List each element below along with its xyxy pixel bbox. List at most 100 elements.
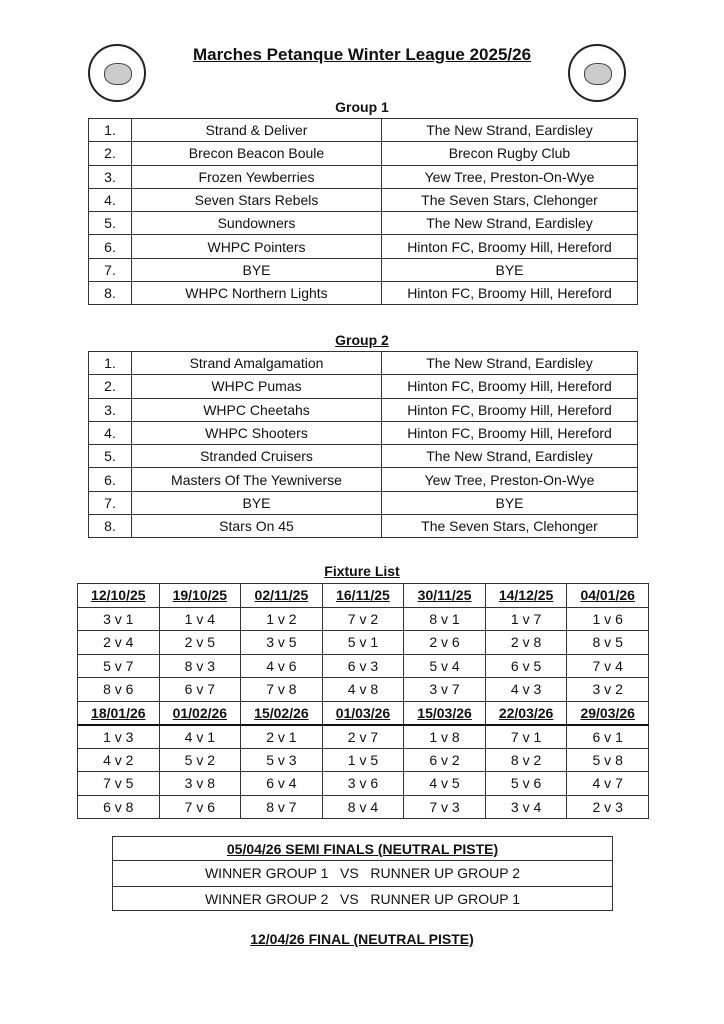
group2-table: 1. Strand Amalgamation The New Strand, Ear… (88, 350, 638, 539)
fixture-match: 7 v 8 (240, 677, 323, 702)
team-name: Strand & Deliver (131, 117, 382, 143)
fixture-date-row: 18/01/26 01/02/26 15/02/26 01/03/26 15/03/26… (77, 700, 649, 726)
fixture-match: 5 v 7 (77, 653, 160, 678)
fixture-date: 15/02/26 (240, 700, 323, 726)
fixture-match: 6 v 2 (403, 747, 486, 772)
fixture-match: 6 v 1 (566, 724, 649, 749)
fixture-match: 5 v 3 (240, 747, 323, 772)
team-number: 2. (88, 141, 132, 166)
fixture-date: 01/02/26 (158, 700, 242, 726)
fixture-list-heading: Fixture List (324, 563, 400, 579)
team-row: 4. WHPC Shooters Hinton FC, Broomy Hill, H… (88, 420, 638, 446)
dog-face-icon (104, 63, 132, 85)
team-row: 6. Masters Of The Yewniverse Yew Tree, Pre… (88, 467, 638, 492)
fixture-match: 3 v 6 (321, 771, 405, 796)
fixture-table: 12/10/25 19/10/25 02/11/25 16/11/25 30/11/25… (77, 583, 649, 819)
fixture-match: 8 v 5 (566, 630, 649, 655)
team-number: 3. (88, 397, 132, 422)
team-venue: Hinton FC, Broomy Hill, Hereford (381, 234, 638, 259)
team-venue: The Seven Stars, Clehonger (381, 187, 638, 213)
fixture-date: 29/03/26 (566, 700, 649, 726)
team-row: 8. Stars On 45 The Seven Stars, Clehonger (88, 514, 638, 539)
team-number: 4. (88, 187, 132, 213)
dog-face-icon (584, 63, 612, 85)
team-row: 2. Brecon Beacon Boule Brecon Rugby Club (88, 141, 638, 166)
team-venue: Hinton FC, Broomy Hill, Hereford (381, 397, 638, 422)
fixture-match: 2 v 4 (77, 630, 160, 655)
team-row: 2. WHPC Pumas Hinton FC, Broomy Hill, Here… (88, 374, 638, 399)
fixture-match: 7 v 2 (321, 606, 405, 631)
team-venue: BYE (381, 257, 638, 283)
team-venue: The New Strand, Eardisley (381, 444, 638, 469)
fixture-match: 8 v 4 (321, 794, 405, 819)
fixture-match: 4 v 3 (484, 677, 568, 702)
fixture-match: 4 v 7 (566, 771, 649, 796)
fixture-match: 4 v 1 (158, 724, 242, 749)
team-row: 3. WHPC Cheetahs Hinton FC, Broomy Hill, H… (88, 397, 638, 422)
final-heading: 12/04/26 FINAL (NEUTRAL PISTE) (250, 931, 474, 947)
team-venue: Brecon Rugby Club (381, 141, 638, 166)
team-name: WHPC Pointers (131, 234, 382, 259)
team-name: BYE (131, 490, 382, 516)
fixture-match: 7 v 6 (158, 794, 242, 819)
fixture-match: 3 v 4 (484, 794, 568, 819)
fixture-match: 8 v 1 (403, 606, 486, 631)
team-row: 7. BYE BYE (88, 257, 638, 283)
semi-finals-heading: 05/04/26 SEMI FINALS (NEUTRAL PISTE) (113, 837, 612, 862)
team-venue: Hinton FC, Broomy Hill, Hereford (381, 374, 638, 399)
team-row: 1. Strand & Deliver The New Strand, Eardis… (88, 117, 638, 143)
fixture-date: 18/01/26 (77, 700, 160, 726)
team-number: 6. (88, 234, 132, 259)
team-name: BYE (131, 257, 382, 283)
semi-finals-box: 05/04/26 SEMI FINALS (NEUTRAL PISTE) WIN… (112, 836, 613, 911)
fixture-date: 12/10/25 (77, 583, 160, 608)
fixture-date: 19/10/25 (158, 583, 242, 608)
fixture-match: 3 v 7 (403, 677, 486, 702)
team-row: 6. WHPC Pointers Hinton FC, Broomy Hill, H… (88, 234, 638, 259)
fixture-match: 4 v 8 (321, 677, 405, 702)
fixture-match: 4 v 2 (77, 747, 160, 772)
team-venue: Hinton FC, Broomy Hill, Hereford (381, 281, 638, 306)
team-number: 7. (88, 490, 132, 516)
fixture-match: 3 v 2 (566, 677, 649, 702)
fixture-match: 1 v 4 (158, 606, 242, 631)
group2-heading: Group 2 (335, 332, 389, 348)
team-number: 8. (88, 514, 132, 539)
team-number: 6. (88, 467, 132, 492)
fixture-match: 4 v 5 (403, 771, 486, 796)
team-row: 3. Frozen Yewberries Yew Tree, Preston-On-… (88, 164, 638, 189)
group1-heading: Group 1 (335, 99, 389, 115)
fixture-match: 3 v 1 (77, 606, 160, 631)
fixture-match: 8 v 3 (158, 653, 242, 678)
team-name: WHPC Pumas (131, 374, 382, 399)
team-venue: The Seven Stars, Clehonger (381, 514, 638, 539)
fixture-match: 7 v 3 (403, 794, 486, 819)
fixture-date: 15/03/26 (403, 700, 486, 726)
fixture-date: 04/01/26 (566, 583, 649, 608)
fixture-match: 4 v 6 (240, 653, 323, 678)
fixture-date: 16/11/25 (321, 583, 405, 608)
team-name: WHPC Cheetahs (131, 397, 382, 422)
team-row: 5. Stranded Cruisers The New Strand, Eardi… (88, 444, 638, 469)
team-name: Sundowners (131, 211, 382, 236)
team-row: 7. BYE BYE (88, 490, 638, 516)
fixture-date: 01/03/26 (321, 700, 405, 726)
fixture-match: 6 v 7 (158, 677, 242, 702)
team-number: 1. (88, 350, 132, 376)
fixture-match: 1 v 7 (484, 606, 568, 631)
team-row: 8. WHPC Northern Lights Hinton FC, Broomy … (88, 281, 638, 306)
team-number: 2. (88, 374, 132, 399)
team-venue: The New Strand, Eardisley (381, 211, 638, 236)
fixture-match: 8 v 7 (240, 794, 323, 819)
team-venue: Yew Tree, Preston-On-Wye (381, 467, 638, 492)
league-logo-left (88, 44, 146, 102)
fixture-match: 7 v 4 (566, 653, 649, 678)
team-name: Stars On 45 (131, 514, 382, 539)
